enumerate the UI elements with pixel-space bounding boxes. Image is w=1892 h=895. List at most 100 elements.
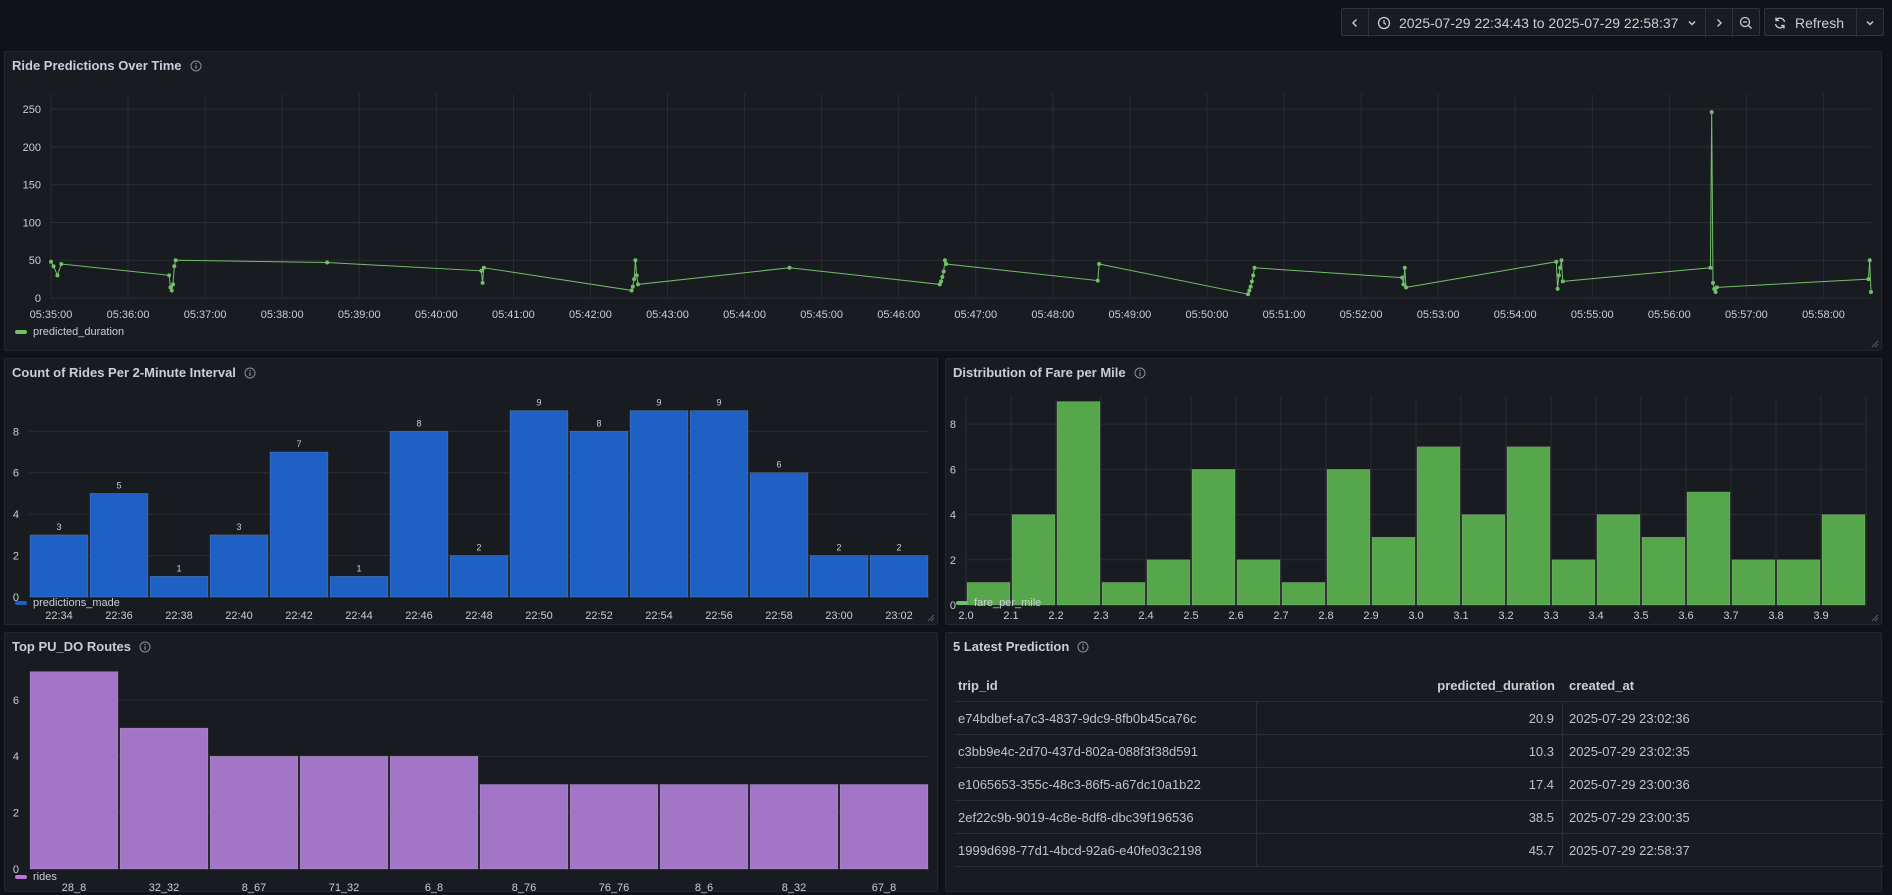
bar bbox=[449, 555, 509, 598]
data-point bbox=[1713, 289, 1718, 294]
y-tick-label: 2 bbox=[950, 555, 956, 567]
legend-swatch bbox=[15, 330, 27, 334]
info-icon[interactable] bbox=[139, 641, 151, 653]
bar bbox=[1236, 559, 1281, 606]
info-icon[interactable] bbox=[1134, 367, 1146, 379]
data-point bbox=[51, 264, 56, 269]
time-range-forward-button[interactable] bbox=[1706, 9, 1733, 37]
bar bbox=[1506, 446, 1551, 606]
x-tick-label: 05:55:00 bbox=[1571, 309, 1614, 321]
y-tick-label: 4 bbox=[13, 509, 19, 521]
y-tick-label: 200 bbox=[23, 142, 41, 154]
legend[interactable]: fare_per_mile bbox=[956, 597, 1041, 609]
fare-distribution-panel: Distribution of Fare per Mile 0 2 4 6 8 2.0 2.… bbox=[945, 358, 1882, 625]
legend[interactable]: predicted_duration bbox=[15, 326, 124, 338]
bar bbox=[1596, 514, 1641, 606]
x-tick-label: 22:44 bbox=[345, 610, 373, 621]
x-tick-label: 05:56:00 bbox=[1648, 309, 1691, 321]
bar bbox=[629, 410, 689, 598]
legend[interactable]: predictions_made bbox=[15, 597, 120, 609]
cell-created-at: 2025-07-29 23:00:35 bbox=[1569, 809, 1690, 825]
data-point bbox=[634, 273, 639, 278]
bar bbox=[1776, 559, 1821, 606]
bar bbox=[1011, 514, 1056, 606]
y-tick-label: 8 bbox=[950, 419, 956, 431]
data-point bbox=[1248, 284, 1253, 289]
bar-chart: 0 2 4 6 28_8 32_32 8_67 71_32 6_8 8_76 76_76 8_6 8_3… bbox=[13, 671, 929, 894]
cell-predicted-duration: 45.7 bbox=[1257, 834, 1563, 866]
time-toolbar: 2025-07-29 22:34:43 to 2025-07-29 22:58:… bbox=[1340, 8, 1884, 37]
cell-trip-id: 2ef22c9b-9019-4c8e-8df8-dbc39f196536 bbox=[954, 801, 1257, 833]
legend[interactable]: rides bbox=[15, 871, 57, 883]
x-tick-label: 23:02 bbox=[885, 610, 913, 621]
panel-title: Distribution of Fare per Mile bbox=[953, 365, 1146, 380]
bar bbox=[1731, 559, 1776, 606]
cell-created-at: 2025-07-29 22:58:37 bbox=[1569, 842, 1690, 858]
bar-value-label: 7 bbox=[296, 439, 301, 449]
bar bbox=[1146, 559, 1191, 606]
x-tick-label: 3.0 bbox=[1408, 610, 1423, 621]
data-point bbox=[1252, 265, 1257, 270]
data-point bbox=[1867, 258, 1872, 263]
data-point bbox=[1711, 280, 1716, 285]
x-tick-label: 8_32 bbox=[782, 882, 806, 894]
refresh-interval-dropdown[interactable] bbox=[1857, 9, 1883, 37]
x-tick-label: 05:47:00 bbox=[954, 309, 997, 321]
bar bbox=[299, 755, 389, 870]
data-point bbox=[171, 282, 176, 287]
data-point bbox=[941, 269, 946, 274]
info-icon[interactable] bbox=[244, 367, 256, 379]
data-point bbox=[1556, 273, 1561, 278]
x-tick-label: 05:52:00 bbox=[1340, 309, 1383, 321]
zoom-out-button[interactable] bbox=[1733, 9, 1759, 37]
data-point bbox=[1404, 285, 1409, 290]
x-tick-label: 05:38:00 bbox=[261, 309, 304, 321]
time-range-picker[interactable]: 2025-07-29 22:34:43 to 2025-07-29 22:58:… bbox=[1369, 9, 1706, 37]
chevron-down-icon bbox=[1866, 21, 1874, 26]
x-tick-label: 3.2 bbox=[1498, 610, 1513, 621]
bar bbox=[119, 727, 209, 870]
bar bbox=[1416, 446, 1461, 606]
bar bbox=[1101, 582, 1146, 606]
resize-handle-icon[interactable] bbox=[927, 614, 935, 622]
panel-title-text: Distribution of Fare per Mile bbox=[953, 365, 1126, 380]
bar bbox=[1326, 469, 1371, 606]
chevron-down-icon bbox=[1688, 21, 1696, 26]
data-point bbox=[633, 258, 638, 263]
x-tick-label: 22:54 bbox=[645, 610, 673, 621]
data-point bbox=[169, 288, 174, 293]
bar bbox=[509, 410, 569, 598]
column-header-created-at[interactable]: created_at bbox=[1569, 677, 1635, 693]
data-point bbox=[632, 277, 637, 282]
x-tick-label: 3.8 bbox=[1768, 610, 1783, 621]
refresh-button[interactable]: Refresh bbox=[1765, 9, 1857, 37]
data-point bbox=[1095, 278, 1100, 283]
bar bbox=[1821, 514, 1866, 606]
panel-title: 5 Latest Prediction bbox=[953, 639, 1089, 654]
x-tick-label: 05:42:00 bbox=[569, 309, 612, 321]
resize-handle-icon[interactable] bbox=[1871, 340, 1879, 348]
bar-value-label: 3 bbox=[236, 522, 241, 532]
bar bbox=[839, 784, 929, 870]
x-tick-label: 05:41:00 bbox=[492, 309, 535, 321]
resize-handle-icon[interactable] bbox=[1871, 614, 1879, 622]
x-tick-label: 3.4 bbox=[1588, 610, 1603, 621]
column-header-trip-id[interactable]: trip_id bbox=[958, 677, 998, 693]
bar-chart: 0 2 4 6 8 3 22:34 5 22:36 1 22:38 3 22:40 7 22:42 1 22:4… bbox=[13, 398, 929, 621]
data-point bbox=[937, 282, 942, 287]
bar bbox=[659, 784, 749, 870]
bar bbox=[1461, 514, 1506, 606]
y-tick-label: 4 bbox=[13, 751, 19, 763]
x-tick-label: 05:44:00 bbox=[723, 309, 766, 321]
info-icon[interactable] bbox=[1077, 641, 1089, 653]
y-tick-label: 6 bbox=[13, 695, 19, 707]
column-header-predicted-duration[interactable]: predicted_duration bbox=[1437, 677, 1555, 693]
refresh-label: Refresh bbox=[1794, 15, 1844, 31]
info-icon[interactable] bbox=[190, 60, 202, 72]
bar bbox=[29, 534, 89, 598]
bar bbox=[966, 582, 1011, 606]
latest-predictions-panel: 5 Latest Prediction trip_id predicted_du… bbox=[945, 632, 1884, 892]
x-tick-label: 22:34 bbox=[45, 610, 73, 621]
time-range-back-button[interactable] bbox=[1342, 9, 1369, 37]
bar-value-label: 6 bbox=[776, 460, 781, 470]
